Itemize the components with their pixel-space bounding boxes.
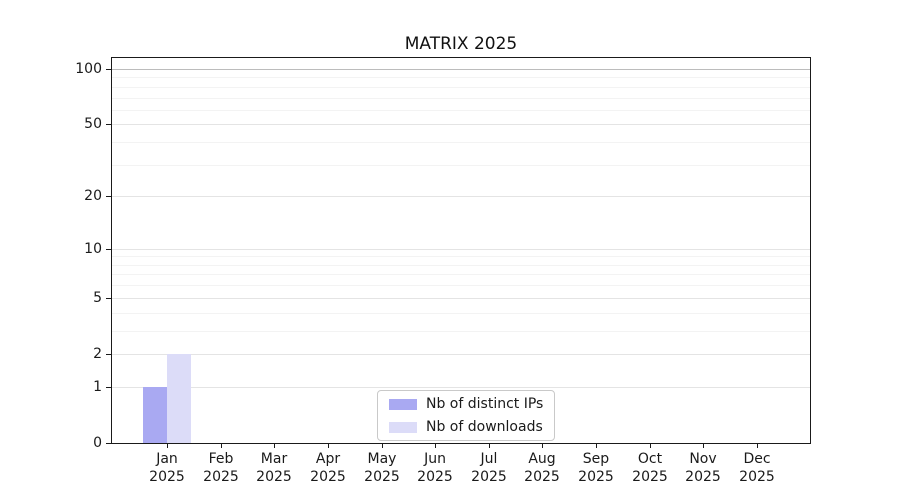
legend-swatch-downloads-icon bbox=[389, 421, 417, 433]
x-tick-label-jun: Jun 2025 bbox=[403, 450, 467, 486]
y-tick-label: 1 bbox=[93, 379, 102, 395]
y-tick-label: 2 bbox=[93, 346, 102, 362]
x-tick-month: Jul bbox=[480, 451, 498, 467]
x-tick-label-apr: Apr 2025 bbox=[296, 450, 360, 486]
x-tick-year: 2025 bbox=[685, 469, 721, 485]
x-tick-label-aug: Aug 2025 bbox=[510, 450, 574, 486]
gridline-minor bbox=[112, 274, 810, 275]
x-tick-mark bbox=[703, 444, 704, 448]
gridline-minor bbox=[112, 142, 810, 143]
legend-item: Nb of downloads bbox=[389, 419, 543, 435]
legend-label: Nb of downloads bbox=[426, 419, 543, 435]
y-tick-mark bbox=[106, 124, 112, 125]
x-tick-month: Jun bbox=[424, 451, 446, 467]
y-tick-mark bbox=[106, 387, 112, 388]
x-tick-year: 2025 bbox=[364, 469, 400, 485]
gridline-major bbox=[112, 387, 810, 388]
x-tick-mark bbox=[167, 444, 168, 448]
legend-label: Nb of distinct IPs bbox=[426, 396, 544, 412]
x-tick-label-jan: Jan 2025 bbox=[135, 450, 199, 486]
y-tick-label: 5 bbox=[93, 290, 102, 306]
y-tick-mark bbox=[106, 249, 112, 250]
x-tick-mark bbox=[542, 444, 543, 448]
gridline-minor bbox=[112, 77, 810, 78]
gridline-major bbox=[112, 298, 810, 299]
x-tick-month: Sep bbox=[582, 451, 610, 467]
gridline-major bbox=[112, 196, 810, 197]
x-tick-month: Aug bbox=[528, 451, 556, 467]
y-tick-label: 10 bbox=[84, 241, 102, 257]
gridline-minor bbox=[112, 256, 810, 257]
y-tick-label: 50 bbox=[84, 116, 102, 132]
bar-distinct-ips-jan bbox=[143, 387, 167, 443]
gridline-minor bbox=[112, 265, 810, 266]
x-tick-label-sep: Sep 2025 bbox=[564, 450, 628, 486]
x-tick-month: Mar bbox=[260, 451, 288, 467]
x-tick-label-dec: Dec 2025 bbox=[725, 450, 789, 486]
y-tick-label: 100 bbox=[75, 61, 102, 77]
x-tick-mark bbox=[382, 444, 383, 448]
y-tick-label: 0 bbox=[93, 435, 102, 451]
x-tick-year: 2025 bbox=[310, 469, 346, 485]
x-tick-label-may: May 2025 bbox=[350, 450, 414, 486]
legend-item: Nb of distinct IPs bbox=[389, 396, 543, 412]
x-tick-year: 2025 bbox=[524, 469, 560, 485]
gridline-major bbox=[112, 69, 810, 70]
x-tick-mark bbox=[274, 444, 275, 448]
x-tick-mark bbox=[489, 444, 490, 448]
gridline-minor bbox=[112, 110, 810, 111]
x-tick-month: Oct bbox=[637, 451, 663, 467]
x-tick-label-oct: Oct 2025 bbox=[618, 450, 682, 486]
gridline-minor bbox=[112, 165, 810, 166]
gridline-minor bbox=[112, 87, 810, 88]
x-tick-label-nov: Nov 2025 bbox=[671, 450, 735, 486]
x-tick-mark bbox=[596, 444, 597, 448]
chart-title: MATRIX 2025 bbox=[404, 34, 518, 54]
legend-swatch-distinct-ips-icon bbox=[389, 398, 417, 410]
x-tick-year: 2025 bbox=[203, 469, 239, 485]
x-tick-month: Nov bbox=[689, 451, 717, 467]
x-tick-mark bbox=[650, 444, 651, 448]
legend: Nb of distinct IPs Nb of downloads bbox=[377, 390, 556, 441]
x-tick-mark bbox=[435, 444, 436, 448]
y-tick-label: 20 bbox=[84, 188, 102, 204]
x-tick-label-mar: Mar 2025 bbox=[242, 450, 306, 486]
y-tick-mark bbox=[106, 443, 112, 444]
x-tick-year: 2025 bbox=[632, 469, 668, 485]
gridline-major bbox=[112, 249, 810, 250]
x-tick-month: May bbox=[367, 451, 397, 467]
gridline-major bbox=[112, 124, 810, 125]
y-tick-mark bbox=[106, 354, 112, 355]
x-tick-mark bbox=[328, 444, 329, 448]
x-tick-label-jul: Jul 2025 bbox=[457, 450, 521, 486]
x-tick-year: 2025 bbox=[578, 469, 614, 485]
y-tick-mark bbox=[106, 298, 112, 299]
gridline-major bbox=[112, 354, 810, 355]
x-tick-year: 2025 bbox=[471, 469, 507, 485]
x-tick-year: 2025 bbox=[149, 469, 185, 485]
x-tick-month: Dec bbox=[743, 451, 771, 467]
gridline-minor bbox=[112, 331, 810, 332]
gridline-minor bbox=[112, 285, 810, 286]
y-tick-mark bbox=[106, 69, 112, 70]
x-tick-month: Jan bbox=[156, 451, 178, 467]
x-tick-mark bbox=[221, 444, 222, 448]
x-tick-label-feb: Feb 2025 bbox=[189, 450, 253, 486]
y-tick-mark bbox=[106, 196, 112, 197]
gridline-minor bbox=[112, 313, 810, 314]
x-tick-year: 2025 bbox=[739, 469, 775, 485]
bar-downloads-jan bbox=[167, 354, 191, 443]
x-tick-year: 2025 bbox=[256, 469, 292, 485]
x-tick-month: Apr bbox=[315, 451, 341, 467]
x-tick-mark bbox=[757, 444, 758, 448]
plot-area bbox=[111, 57, 811, 444]
gridline-minor bbox=[112, 98, 810, 99]
x-tick-year: 2025 bbox=[417, 469, 453, 485]
x-tick-month: Feb bbox=[208, 451, 234, 467]
